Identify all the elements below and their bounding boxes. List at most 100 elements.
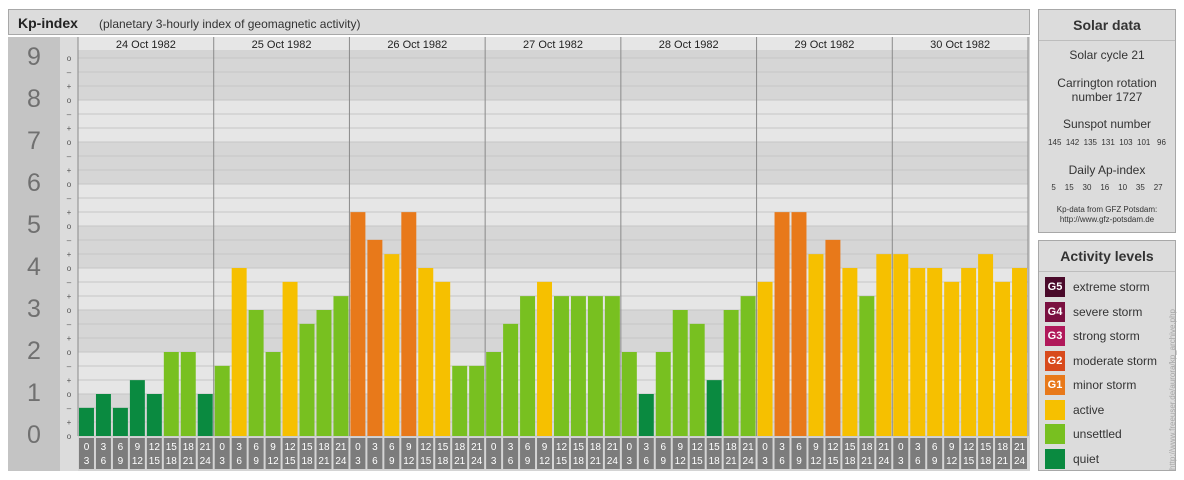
interval-end-label: 12 bbox=[403, 456, 415, 467]
level-label: active bbox=[1073, 402, 1105, 417]
interval-start-label: 0 bbox=[491, 442, 497, 453]
interval-start-label: 21 bbox=[1014, 442, 1026, 453]
kp-bar bbox=[825, 239, 841, 436]
interval-start-label: 12 bbox=[963, 442, 975, 453]
interval-start-label: 21 bbox=[607, 442, 619, 453]
interval-start-label: 18 bbox=[318, 442, 330, 453]
kp-bar bbox=[910, 268, 926, 436]
interval-start-label: 9 bbox=[949, 442, 955, 453]
interval-box bbox=[689, 438, 705, 469]
watermark-text: http://www.freeuser.de/aurora/kp_archive… bbox=[1168, 309, 1177, 470]
interval-box bbox=[655, 438, 671, 469]
y-subtick-label: – bbox=[67, 68, 72, 77]
kp-bar bbox=[927, 268, 943, 436]
interval-box bbox=[604, 438, 620, 469]
y-subtick-label: + bbox=[67, 124, 72, 133]
y-tick-label: 2 bbox=[27, 337, 41, 365]
day-label-strip bbox=[78, 37, 1028, 50]
kp-band bbox=[78, 100, 1028, 142]
interval-box bbox=[910, 438, 926, 469]
kp-bar bbox=[418, 268, 434, 436]
interval-end-label: 18 bbox=[980, 456, 992, 467]
interval-end-label: 18 bbox=[301, 456, 313, 467]
interval-end-label: 6 bbox=[236, 456, 242, 467]
y-subtick-label: + bbox=[67, 208, 72, 217]
interval-box bbox=[638, 438, 654, 469]
interval-start-label: 18 bbox=[183, 442, 195, 453]
y-subtick-label: + bbox=[67, 250, 72, 259]
interval-box bbox=[825, 438, 841, 469]
interval-end-label: 9 bbox=[389, 456, 395, 467]
interval-start-label: 3 bbox=[101, 442, 107, 453]
interval-end-label: 12 bbox=[132, 456, 144, 467]
interval-start-label: 6 bbox=[796, 442, 802, 453]
interval-start-label: 18 bbox=[997, 442, 1009, 453]
interval-box bbox=[95, 438, 111, 469]
interval-end-label: 9 bbox=[796, 456, 802, 467]
interval-start-label: 0 bbox=[219, 442, 225, 453]
interval-box bbox=[384, 438, 400, 469]
interval-end-label: 18 bbox=[437, 456, 449, 467]
interval-box bbox=[587, 438, 603, 469]
interval-box bbox=[163, 438, 179, 469]
chart-title: Kp-index bbox=[18, 15, 78, 31]
source-link[interactable]: http://www.gfz-potsdam.de bbox=[1059, 215, 1155, 224]
interval-end-label: 15 bbox=[692, 456, 704, 467]
level-swatch bbox=[1045, 399, 1065, 420]
interval-end-label: 21 bbox=[318, 456, 330, 467]
kp-bar bbox=[740, 296, 756, 436]
kp-bar bbox=[231, 268, 247, 436]
interval-start-label: 15 bbox=[844, 442, 856, 453]
day-label: 25 Oct 1982 bbox=[252, 39, 312, 51]
interval-end-label: 18 bbox=[709, 456, 721, 467]
interval-box bbox=[401, 438, 417, 469]
interval-box bbox=[435, 438, 451, 469]
y-subtick-label: o bbox=[67, 222, 72, 231]
interval-start-label: 15 bbox=[709, 442, 721, 453]
interval-end-label: 24 bbox=[335, 456, 347, 467]
interval-start-label: 6 bbox=[253, 442, 259, 453]
interval-start-label: 0 bbox=[627, 442, 633, 453]
sunspot-label: Sunspot number bbox=[1062, 117, 1152, 131]
kp-bar bbox=[503, 323, 519, 436]
y-subtick-label: o bbox=[67, 96, 72, 105]
level-label: minor storm bbox=[1073, 378, 1137, 392]
kp-bar bbox=[554, 296, 569, 436]
kp-bar bbox=[791, 212, 807, 436]
interval-start-label: 15 bbox=[980, 442, 992, 453]
kp-bar bbox=[893, 254, 909, 436]
interval-end-label: 21 bbox=[861, 456, 873, 467]
interval-box bbox=[774, 438, 790, 469]
interval-start-label: 6 bbox=[932, 442, 938, 453]
kp-bar bbox=[333, 296, 349, 436]
interval-box bbox=[79, 438, 94, 469]
interval-end-label: 15 bbox=[420, 456, 432, 467]
kp-bar bbox=[604, 296, 620, 436]
interval-end-label: 21 bbox=[183, 456, 195, 467]
y-subtick-label: o bbox=[67, 54, 72, 63]
interval-box bbox=[978, 438, 994, 469]
carrington-number: number 1727 bbox=[1071, 90, 1143, 104]
interval-start-label: 3 bbox=[508, 442, 514, 453]
interval-box bbox=[842, 438, 858, 469]
y-subtick-label: + bbox=[67, 82, 72, 91]
kp-bar bbox=[723, 310, 739, 436]
interval-end-label: 12 bbox=[946, 456, 958, 467]
interval-start-label: 12 bbox=[284, 442, 296, 453]
y-subtick-label: – bbox=[67, 110, 72, 119]
interval-box bbox=[791, 438, 807, 469]
day-label: 26 Oct 1982 bbox=[387, 39, 447, 51]
interval-start-label: 9 bbox=[270, 442, 276, 453]
kp-bar bbox=[859, 296, 875, 436]
interval-start-label: 21 bbox=[471, 442, 483, 453]
interval-end-label: 18 bbox=[573, 456, 585, 467]
day-label: 30 Oct 1982 bbox=[930, 39, 990, 51]
interval-box bbox=[333, 438, 349, 469]
y-tick-label: 6 bbox=[27, 169, 41, 197]
kp-bar bbox=[299, 323, 315, 436]
interval-start-label: 0 bbox=[762, 442, 768, 453]
y-subtick-label: o bbox=[67, 390, 72, 399]
kp-bar bbox=[995, 281, 1011, 436]
kp-bar bbox=[316, 310, 332, 436]
interval-box bbox=[469, 438, 485, 469]
